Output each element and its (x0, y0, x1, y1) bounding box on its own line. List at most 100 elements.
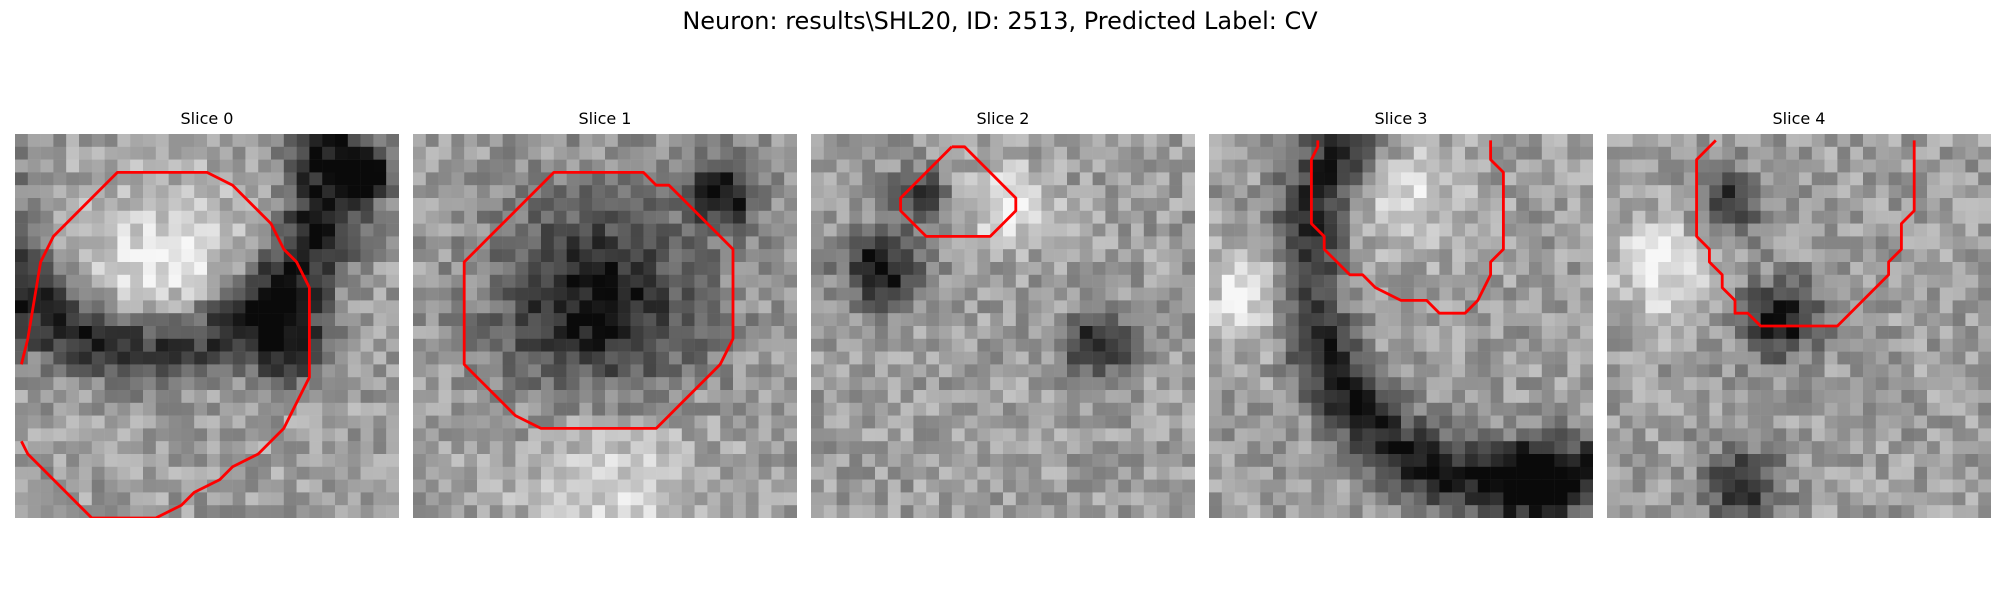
pixel (1490, 274, 1504, 288)
pixel (1541, 415, 1555, 429)
pixel (1927, 236, 1941, 250)
pixel (194, 274, 208, 288)
pixel (360, 262, 374, 276)
pixel (1273, 492, 1287, 506)
pixel (528, 236, 542, 250)
pixel (951, 274, 965, 288)
pixel (1529, 441, 1543, 455)
pixel (425, 134, 439, 148)
pixel (1567, 249, 1581, 263)
pixel (1054, 466, 1068, 480)
pixel (1722, 274, 1736, 288)
pixel (130, 479, 144, 493)
pixel (1156, 505, 1170, 518)
pixel (451, 300, 465, 314)
pixel (1837, 505, 1851, 518)
pixel (1375, 313, 1389, 327)
pixel (669, 223, 683, 237)
pixel (541, 505, 555, 518)
pixel (1671, 466, 1685, 480)
pixel (1799, 466, 1813, 480)
pixel (1375, 415, 1389, 429)
pixel (451, 377, 465, 391)
pixel (1015, 454, 1029, 468)
pixel (745, 249, 759, 263)
pixel (322, 185, 336, 199)
pixel (1067, 454, 1081, 468)
pixel (707, 351, 721, 365)
pixel (681, 300, 695, 314)
pixel (1003, 300, 1017, 314)
pixel (1554, 428, 1568, 442)
pixel (258, 479, 272, 493)
pixel (1607, 185, 1621, 199)
pixel (926, 262, 940, 276)
pixel (1041, 287, 1055, 301)
pixel (1645, 364, 1659, 378)
pixel (1760, 377, 1774, 391)
pixel (1337, 198, 1351, 212)
pixel (1401, 492, 1415, 506)
pixel (181, 338, 195, 352)
pixel (758, 377, 772, 391)
pixel (1477, 479, 1491, 493)
pixel (1503, 262, 1517, 276)
pixel (1143, 313, 1157, 327)
pixel (605, 313, 619, 327)
pixel (1156, 223, 1170, 237)
pixel (1362, 364, 1376, 378)
pixel (1079, 210, 1093, 224)
pixel (605, 249, 619, 263)
pixel (1658, 492, 1672, 506)
pixel (1209, 249, 1223, 263)
pixel (1671, 390, 1685, 404)
pixel (1452, 390, 1466, 404)
pixel (1041, 364, 1055, 378)
pixel (1054, 505, 1068, 518)
pixel (1978, 402, 1991, 416)
pixel (1131, 249, 1145, 263)
pixel (630, 479, 644, 493)
pixel (464, 172, 478, 186)
pixel (1452, 236, 1466, 250)
pixel (1156, 249, 1170, 263)
pixel (926, 402, 940, 416)
pixel (1311, 377, 1325, 391)
pixel (207, 466, 221, 480)
pixel (438, 351, 452, 365)
pixel (784, 159, 797, 173)
pixel (541, 338, 555, 352)
pixel (1683, 390, 1697, 404)
pixel (1747, 262, 1761, 276)
pixel (283, 454, 297, 468)
pixel (283, 236, 297, 250)
pixel (1375, 351, 1389, 365)
pixel (630, 236, 644, 250)
pixel (1722, 454, 1736, 468)
pixel (1247, 249, 1261, 263)
pixel (951, 287, 965, 301)
pixel (91, 198, 105, 212)
pixel (1247, 415, 1261, 429)
pixel (656, 402, 670, 416)
pixel (194, 287, 208, 301)
pixel (617, 134, 631, 148)
pixel (1645, 326, 1659, 340)
pixel (1939, 210, 1953, 224)
pixel (1118, 364, 1132, 378)
pixel (1927, 249, 1941, 263)
pixel (477, 505, 491, 518)
pixel (1041, 377, 1055, 391)
pixel (823, 338, 837, 352)
pixel (541, 377, 555, 391)
pixel (771, 326, 785, 340)
pixel (1786, 274, 1800, 288)
pixel (784, 364, 797, 378)
pixel (1209, 492, 1223, 506)
pixel (232, 364, 246, 378)
pixel (373, 274, 387, 288)
pixel (1645, 351, 1659, 365)
pixel (489, 313, 503, 327)
pixel (1863, 274, 1877, 288)
pixel (155, 300, 169, 314)
